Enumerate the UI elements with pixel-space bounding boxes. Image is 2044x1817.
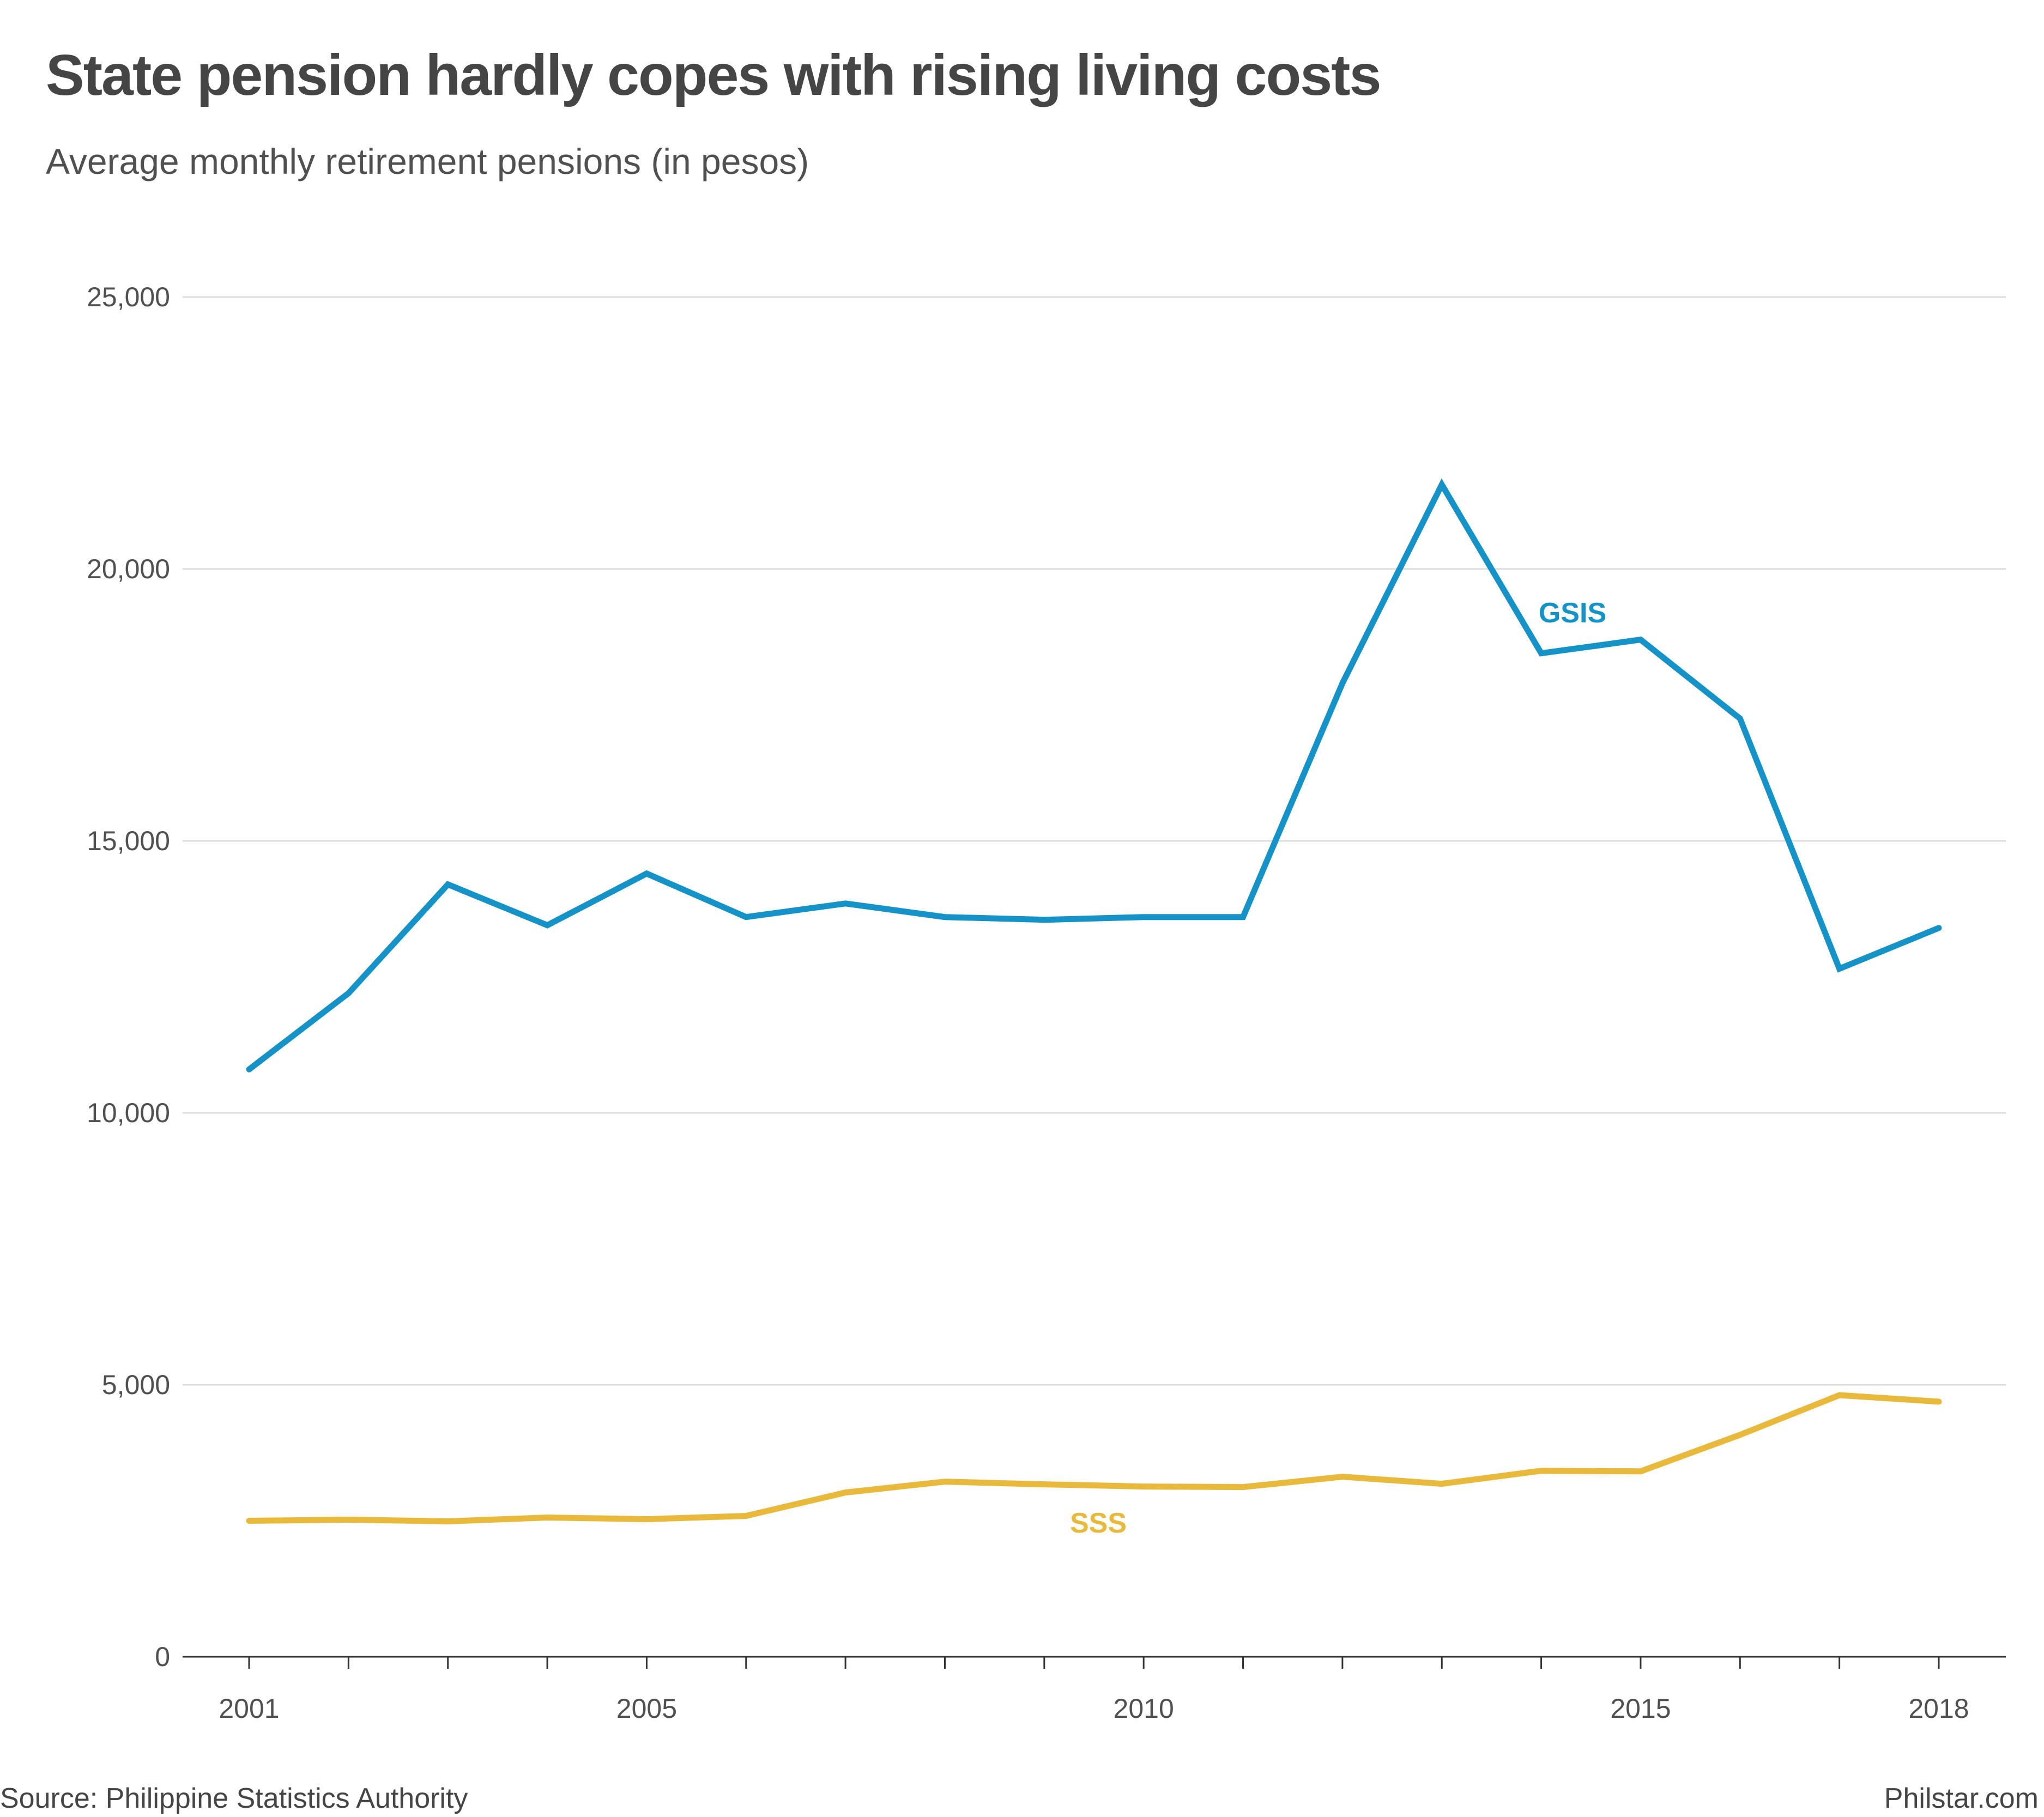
- y-axis-tick-labels: 0 5,000 10,000 15,000 20,000 25,000: [87, 282, 170, 1672]
- series-label-gsis: GSIS: [1539, 597, 1606, 629]
- y-tick-label: 5,000: [102, 1370, 170, 1400]
- source-note: Source: Philippine Statistics Authority: [0, 1783, 468, 1814]
- x-tick-label: 2005: [616, 1693, 677, 1724]
- series-lines: [246, 478, 1942, 1525]
- y-tick-label: 20,000: [87, 554, 170, 584]
- chart-title: State pension hardly copes with rising l…: [46, 43, 1381, 107]
- brand-credit: Philstar.com: [1884, 1783, 2039, 1814]
- grid-lines: [183, 296, 2006, 1386]
- y-tick-label: 15,000: [87, 826, 170, 856]
- x-tick-label: 2018: [1908, 1693, 1969, 1724]
- y-tick-label: 0: [155, 1642, 170, 1672]
- series-labels: GSIS SSS: [1070, 597, 1606, 1539]
- x-axis: 2001 2005 2010 2015 2018: [183, 1656, 2006, 1724]
- series-line-sss: [246, 1392, 1942, 1525]
- series-line-gsis: [246, 478, 1942, 1073]
- x-tick-label: 2010: [1114, 1693, 1174, 1724]
- chart-subtitle: Average monthly retirement pensions (in …: [46, 141, 809, 181]
- series-label-sss: SSS: [1070, 1507, 1127, 1539]
- x-tick-label: 2001: [219, 1693, 279, 1724]
- y-tick-label: 10,000: [87, 1098, 170, 1128]
- y-tick-label: 25,000: [87, 282, 170, 312]
- x-tick-label: 2015: [1610, 1693, 1671, 1724]
